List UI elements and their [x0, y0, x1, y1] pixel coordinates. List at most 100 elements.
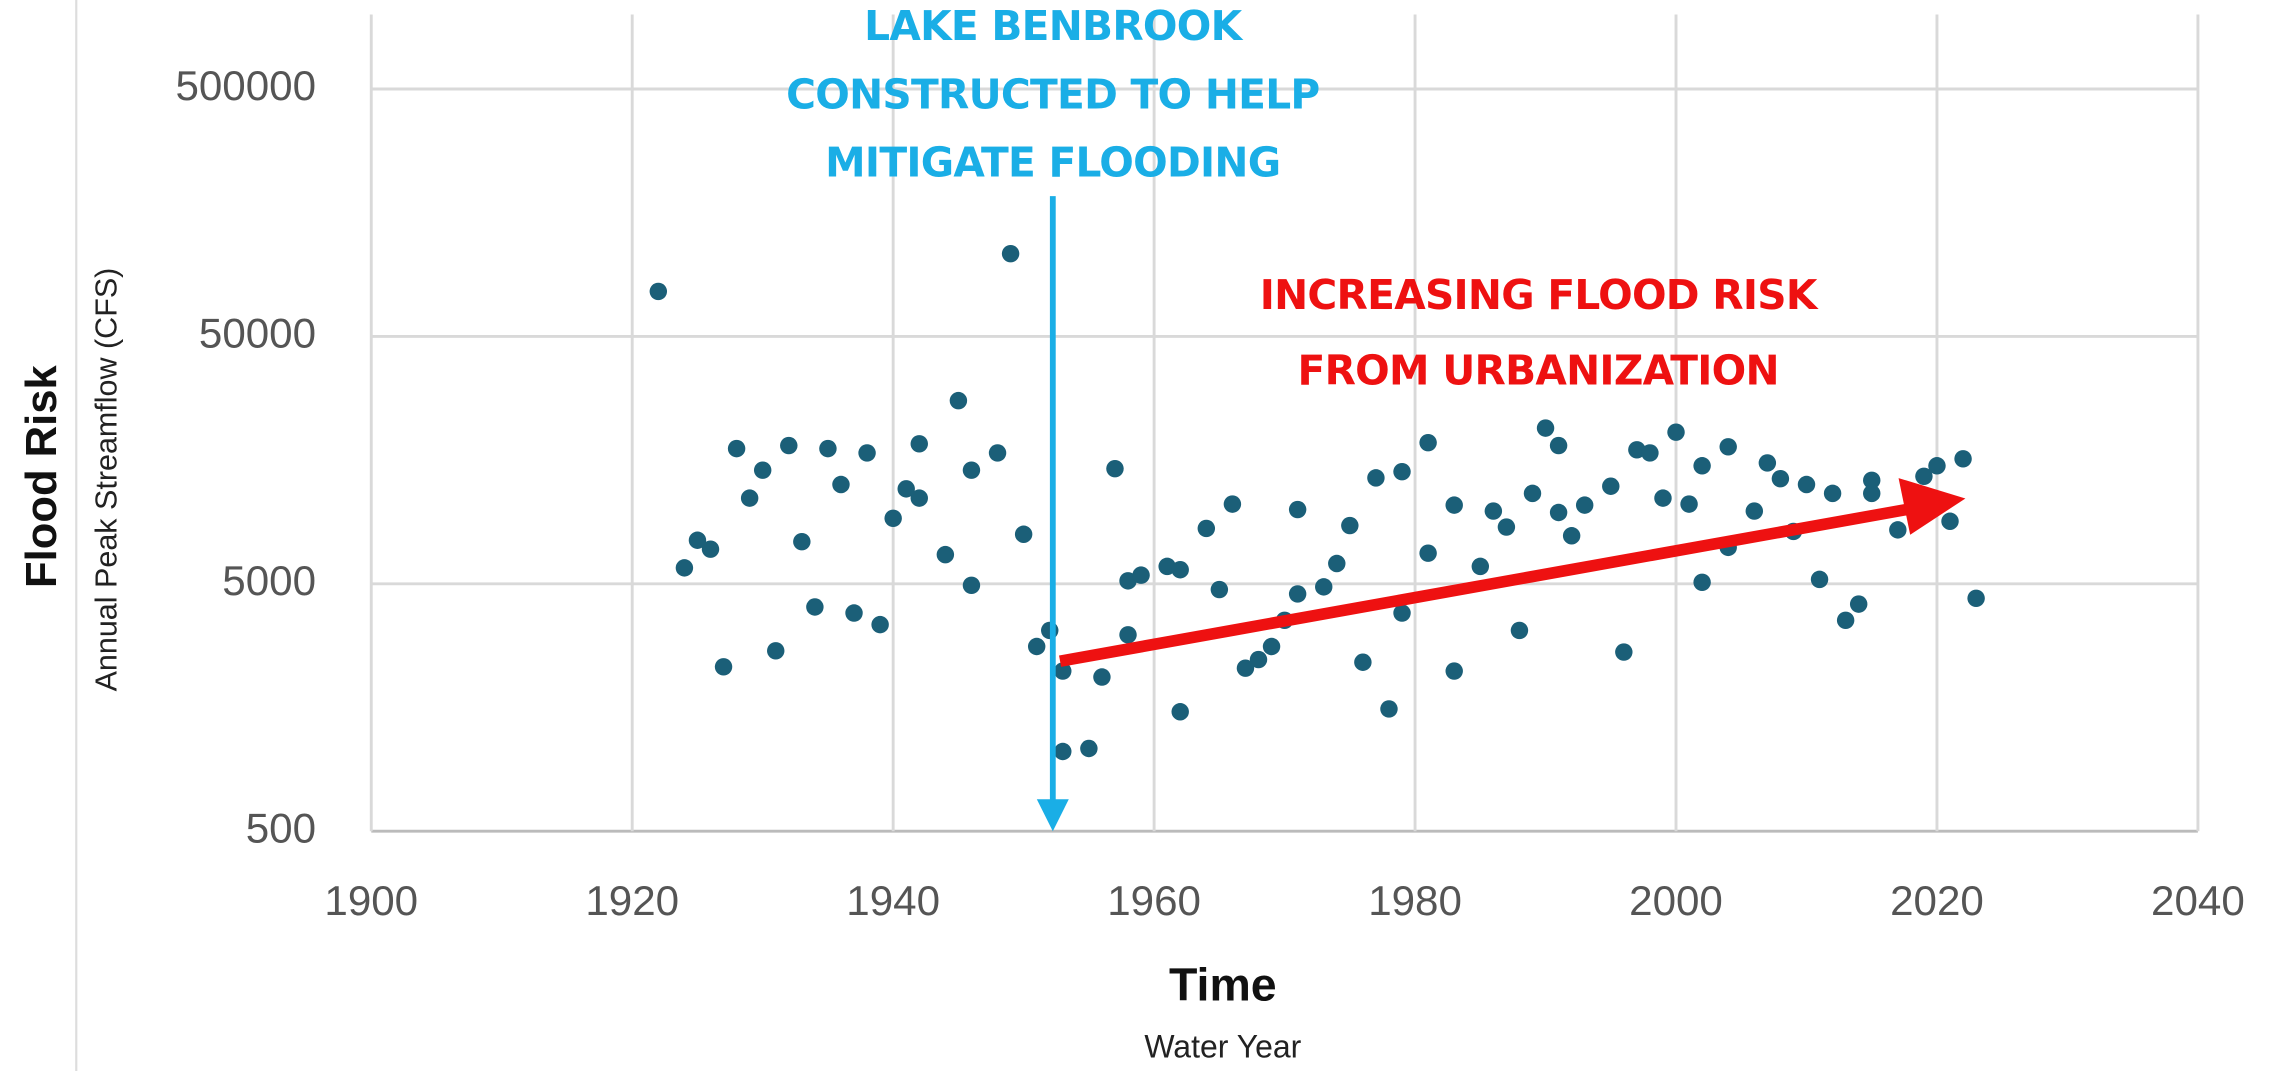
- point: [1419, 544, 1437, 562]
- point: [1523, 484, 1542, 503]
- point: [649, 282, 668, 301]
- point: [962, 461, 981, 479]
- point: [1262, 637, 1281, 656]
- point: [1680, 495, 1698, 513]
- x-tick-label: 2000: [1629, 877, 1723, 924]
- point: [1849, 595, 1868, 613]
- arrow-head: [1898, 478, 1966, 535]
- point: [819, 439, 837, 458]
- point: [1380, 700, 1398, 718]
- annotation-line: CONSTRUCTED TO HELP: [786, 70, 1319, 118]
- point: [1393, 604, 1411, 622]
- point: [1445, 662, 1463, 680]
- point: [949, 391, 968, 410]
- point: [1171, 703, 1189, 721]
- point: [1575, 496, 1594, 514]
- point: [1223, 495, 1242, 513]
- point: [1393, 462, 1411, 481]
- y-tick-label: 5000: [222, 557, 316, 604]
- point: [1654, 489, 1672, 507]
- point: [780, 436, 798, 455]
- point: [910, 489, 928, 507]
- point: [688, 531, 707, 549]
- point: [910, 435, 928, 453]
- point: [1641, 444, 1659, 462]
- point: [701, 540, 720, 558]
- point: [1536, 419, 1555, 437]
- point: [988, 444, 1007, 462]
- point: [1863, 471, 1881, 490]
- point: [1667, 423, 1685, 441]
- point: [1954, 450, 1972, 468]
- point: [740, 489, 759, 507]
- point: [1915, 467, 1933, 486]
- point: [1014, 525, 1033, 543]
- point: [1119, 572, 1137, 590]
- x-tick-label: 1940: [846, 877, 940, 924]
- point: [1928, 457, 1946, 475]
- point: [1615, 643, 1633, 661]
- point: [1941, 512, 1959, 530]
- point: [793, 532, 811, 551]
- point: [871, 615, 889, 634]
- point: [1693, 457, 1711, 475]
- point: [1236, 659, 1255, 677]
- point: [832, 475, 850, 494]
- point: [1106, 459, 1124, 478]
- point: [1497, 518, 1516, 536]
- point: [936, 545, 955, 564]
- x-tick-label: 2020: [1890, 877, 1984, 924]
- point: [1549, 503, 1568, 522]
- x-tick-label: 1900: [324, 877, 418, 924]
- y-tick-label: 50000: [199, 310, 316, 357]
- point: [1967, 589, 1985, 608]
- point: [1889, 521, 1907, 539]
- x-tick-label: 1920: [585, 877, 679, 924]
- point: [753, 461, 772, 479]
- point: [1771, 469, 1790, 488]
- annotation-line: LAKE BENBROOK: [864, 2, 1243, 50]
- point: [1863, 484, 1881, 503]
- y-axis-title: Flood Risk: [18, 365, 66, 589]
- point: [1693, 573, 1711, 592]
- x-tick-label: 1960: [1107, 877, 1201, 924]
- point: [1328, 554, 1346, 573]
- point: [1823, 484, 1842, 503]
- point: [1367, 469, 1385, 487]
- arrow-head: [1036, 799, 1069, 832]
- x-tick-label: 1980: [1368, 877, 1462, 924]
- point: [1210, 580, 1229, 599]
- point: [1419, 433, 1437, 452]
- point: [1354, 653, 1372, 671]
- point: [806, 598, 824, 616]
- annotation-line: MITIGATE FLOODING: [825, 139, 1280, 187]
- point: [1249, 650, 1268, 669]
- point: [1471, 557, 1490, 576]
- point: [962, 576, 981, 595]
- point: [845, 604, 863, 622]
- point: [858, 444, 876, 462]
- point: [1745, 502, 1764, 520]
- point: [1119, 626, 1137, 644]
- trend-arrow: [1059, 478, 1966, 667]
- point: [1341, 516, 1359, 535]
- point: [727, 439, 746, 458]
- dam-arrow: [1036, 196, 1069, 832]
- x-axis-subtitle: Water Year: [1144, 1029, 1301, 1065]
- point: [1054, 742, 1072, 761]
- x-axis-title: Time: [1169, 958, 1277, 1010]
- point: [897, 480, 915, 498]
- annotation-line: INCREASING FLOOD RISK: [1260, 271, 1819, 319]
- point: [1132, 566, 1150, 584]
- point: [1549, 436, 1568, 455]
- point: [767, 642, 785, 660]
- point: [1758, 454, 1777, 472]
- point: [1080, 739, 1098, 758]
- point: [1315, 578, 1333, 596]
- point: [1054, 662, 1072, 680]
- point: [1562, 527, 1581, 545]
- y-tick-label: 500000: [175, 62, 316, 109]
- point: [1158, 557, 1176, 576]
